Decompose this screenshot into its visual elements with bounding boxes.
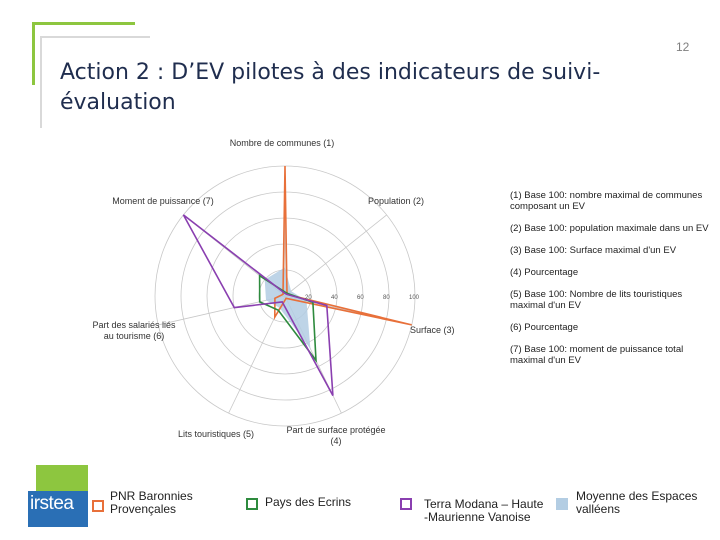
tick-label-60: 60 xyxy=(357,295,364,301)
note-2: (2) Base 100: population maximale dans u… xyxy=(510,223,709,234)
legend-swatch-pnr xyxy=(92,500,104,512)
axis-label-7: Moment de puissance (7) xyxy=(112,196,214,206)
axis-label-6-line-1: Part des salariés liés xyxy=(92,320,176,330)
axis-label-3: Surface (3) xyxy=(410,325,455,335)
logo-green-block xyxy=(36,465,88,495)
note-3: (3) Base 100: Surface maximal d'un EV xyxy=(510,245,677,256)
axis-label-5: Lits touristiques (5) xyxy=(178,429,254,439)
axis-label-6-line-2: au tourisme (6) xyxy=(104,331,165,341)
series-4-polygon xyxy=(264,267,311,349)
legend-label-moyenne: Moyenne des Espaces valléens xyxy=(576,489,698,516)
spoke-2 xyxy=(284,214,387,297)
tick-label-40: 40 xyxy=(331,295,338,301)
legend-label-ecrins: Pays des Ecrins xyxy=(265,495,352,509)
corner-decoration-green xyxy=(32,22,135,85)
legend-swatch-moyenne xyxy=(556,498,568,510)
legend-label-terra-modana: Terra Modana – Haute -Maurienne Vanoise xyxy=(424,497,544,524)
axis-label-1: Nombre de communes (1) xyxy=(230,138,335,148)
note-4: (4) Pourcentage xyxy=(510,267,579,278)
axis-label-4-line-2: (4) xyxy=(331,436,342,446)
axis-label-2: Population (2) xyxy=(368,196,424,206)
note-6: (6) Pourcentage xyxy=(510,322,579,333)
note-1: (1) Base 100: nombre maximal de communes… xyxy=(510,190,703,212)
tick-label-100: 100 xyxy=(409,295,420,301)
series-3-polygon xyxy=(182,214,334,396)
series-1-polygon xyxy=(273,165,412,326)
chart-legend: PNR Baronnies Provençales Pays des Ecrin… xyxy=(0,488,720,528)
legend-swatch-terra-modana xyxy=(400,498,412,510)
page-number: 12 xyxy=(676,40,690,54)
spoke-6 xyxy=(158,295,286,326)
logo-text: irstea xyxy=(30,493,74,514)
note-7: (7) Base 100: moment de puissance total … xyxy=(510,344,684,366)
axis-label-4-line-1: Part de surface protégée xyxy=(286,425,385,435)
page-title: Action 2 : D’EV pilotes à des indicateur… xyxy=(60,60,601,115)
logo-blue-block xyxy=(28,491,88,527)
axis-notes: (1) Base 100: nombre maximal de communes… xyxy=(510,190,710,377)
note-5: (5) Base 100: Nombre de lits touristique… xyxy=(510,289,683,311)
tick-label-20: 20 xyxy=(305,295,312,301)
legend-label-pnr: PNR Baronnies Provençales xyxy=(110,489,193,516)
corner-decoration-gray xyxy=(40,36,150,128)
legend-swatch-ecrins xyxy=(246,498,258,510)
irstea-logo: irstea xyxy=(28,465,88,527)
tick-label-80: 80 xyxy=(383,295,390,301)
